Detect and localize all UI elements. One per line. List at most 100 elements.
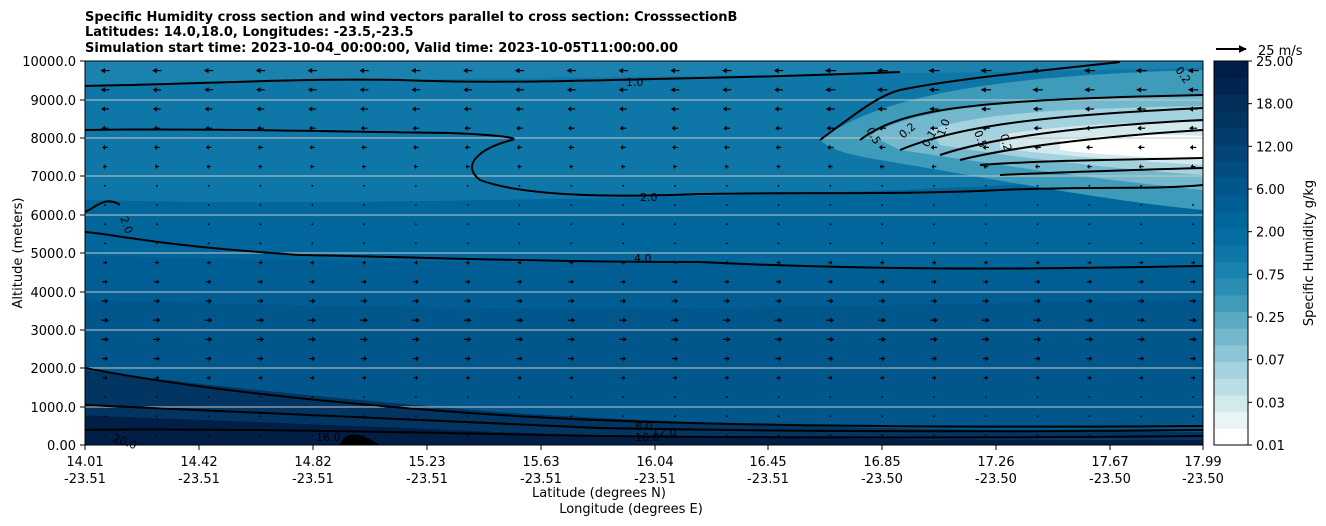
wind-vector [674, 415, 676, 418]
wind-vector [257, 144, 264, 150]
contour-8.0 [85, 367, 1203, 428]
contour-upper-f [999, 167, 1203, 176]
wind-vector [257, 279, 264, 285]
wind-vector [155, 434, 158, 437]
wind-vector [465, 375, 470, 381]
wind-vector [101, 125, 109, 131]
wind-vector [1033, 125, 1042, 131]
wind-vector [933, 396, 935, 398]
wind-vector [825, 106, 836, 112]
wind-vector [100, 87, 110, 93]
wind-vector [984, 242, 987, 245]
wind-vector [154, 279, 160, 285]
wind-vector [933, 242, 935, 245]
wind-vector [1036, 396, 1039, 398]
wind-vector [414, 434, 417, 437]
wind-vector [933, 434, 935, 437]
wind-vector [670, 68, 680, 74]
wind-vector [205, 279, 212, 285]
wind-vector [466, 223, 469, 226]
wind-vector [878, 298, 886, 304]
wind-vector [878, 317, 887, 323]
wind-vector [310, 375, 315, 381]
colorbar-swatch [1214, 227, 1248, 246]
wind-vector [517, 260, 522, 266]
wind-vector [204, 317, 213, 323]
wind-vector [827, 164, 833, 170]
y-ticks [80, 60, 85, 446]
wind-vector [104, 204, 106, 206]
y-tick-label: 10000.0 [22, 55, 76, 70]
wind-vector [463, 317, 472, 323]
wind-vector [1137, 317, 1146, 323]
wind-vector [363, 396, 365, 398]
wind-vector [1138, 279, 1144, 285]
wind-vector [204, 106, 213, 112]
wind-vector [824, 68, 836, 74]
wind-vector [983, 375, 988, 381]
wind-vector [568, 356, 575, 362]
wind-vector [619, 317, 627, 323]
contour-16.0 [85, 428, 1203, 439]
wind-vector [1192, 204, 1194, 206]
wind-vector [256, 106, 265, 112]
wind-vector [1140, 223, 1143, 226]
wind-vector [567, 106, 576, 112]
wind-vector [931, 260, 936, 266]
x-tick-label-lat: 14.82 [294, 455, 331, 470]
wind-vector [672, 164, 677, 170]
wind-vector [1190, 164, 1196, 170]
wind-vector [984, 434, 987, 437]
wind-vector [570, 415, 573, 418]
wind-vector [618, 68, 628, 74]
wind-vector [152, 68, 162, 74]
wind-vector [1035, 164, 1040, 170]
wind-vector [981, 317, 990, 323]
wind-vector [518, 396, 521, 398]
wind-vector [826, 336, 835, 342]
wind-vector [570, 242, 573, 245]
wind-vector [362, 260, 367, 266]
moist-blob [340, 434, 380, 445]
wind-vector [413, 260, 418, 266]
wind-vector [1035, 375, 1040, 381]
wind-vector [1086, 144, 1093, 150]
wind-vector [622, 184, 624, 187]
wind-vector [829, 434, 832, 437]
contour-label-14: 1.0 [935, 117, 953, 138]
contour-label-16: 0.2 [997, 132, 1014, 152]
x-tick-labels-lat: 14.01 14.42 14.82 15.23 15.63 16.04 16.4… [66, 455, 1221, 470]
wind-vector [1140, 184, 1143, 187]
wind-vector [258, 164, 263, 170]
wind-vector [568, 144, 574, 150]
wind-vector [670, 87, 680, 93]
wind-vector [411, 317, 420, 323]
colorbar-swatch [1214, 111, 1248, 129]
band-lower-mid [85, 300, 1203, 432]
quiver-key-label: 25 m/s [1258, 44, 1303, 59]
wind-vector [724, 375, 729, 381]
wind-vector [984, 223, 987, 226]
wind-vector [414, 223, 417, 226]
wind-vector [518, 415, 521, 418]
wind-vector [308, 317, 317, 323]
wind-vector [104, 223, 106, 226]
wind-vector [622, 396, 624, 398]
wind-vector [777, 223, 780, 226]
wind-vector [1033, 317, 1042, 323]
x-tick-labels-lon: -23.51 -23.51 -23.51 -23.51 -23.51 -23.5… [64, 472, 1224, 487]
wind-vector [207, 434, 210, 437]
wind-vector [361, 279, 367, 285]
colorbar-swatch [1214, 411, 1248, 429]
wind-vector [881, 242, 884, 245]
wind-vector [1088, 223, 1091, 226]
contour-lines [85, 61, 1203, 439]
wind-vectors [100, 68, 1199, 437]
wind-vector [1088, 415, 1091, 418]
wind-vector [516, 279, 523, 285]
wind-vector [1032, 106, 1043, 112]
wind-vector [1138, 356, 1145, 362]
wind-vector [207, 242, 210, 245]
wind-vector [207, 184, 210, 187]
wind-vector [723, 125, 731, 131]
